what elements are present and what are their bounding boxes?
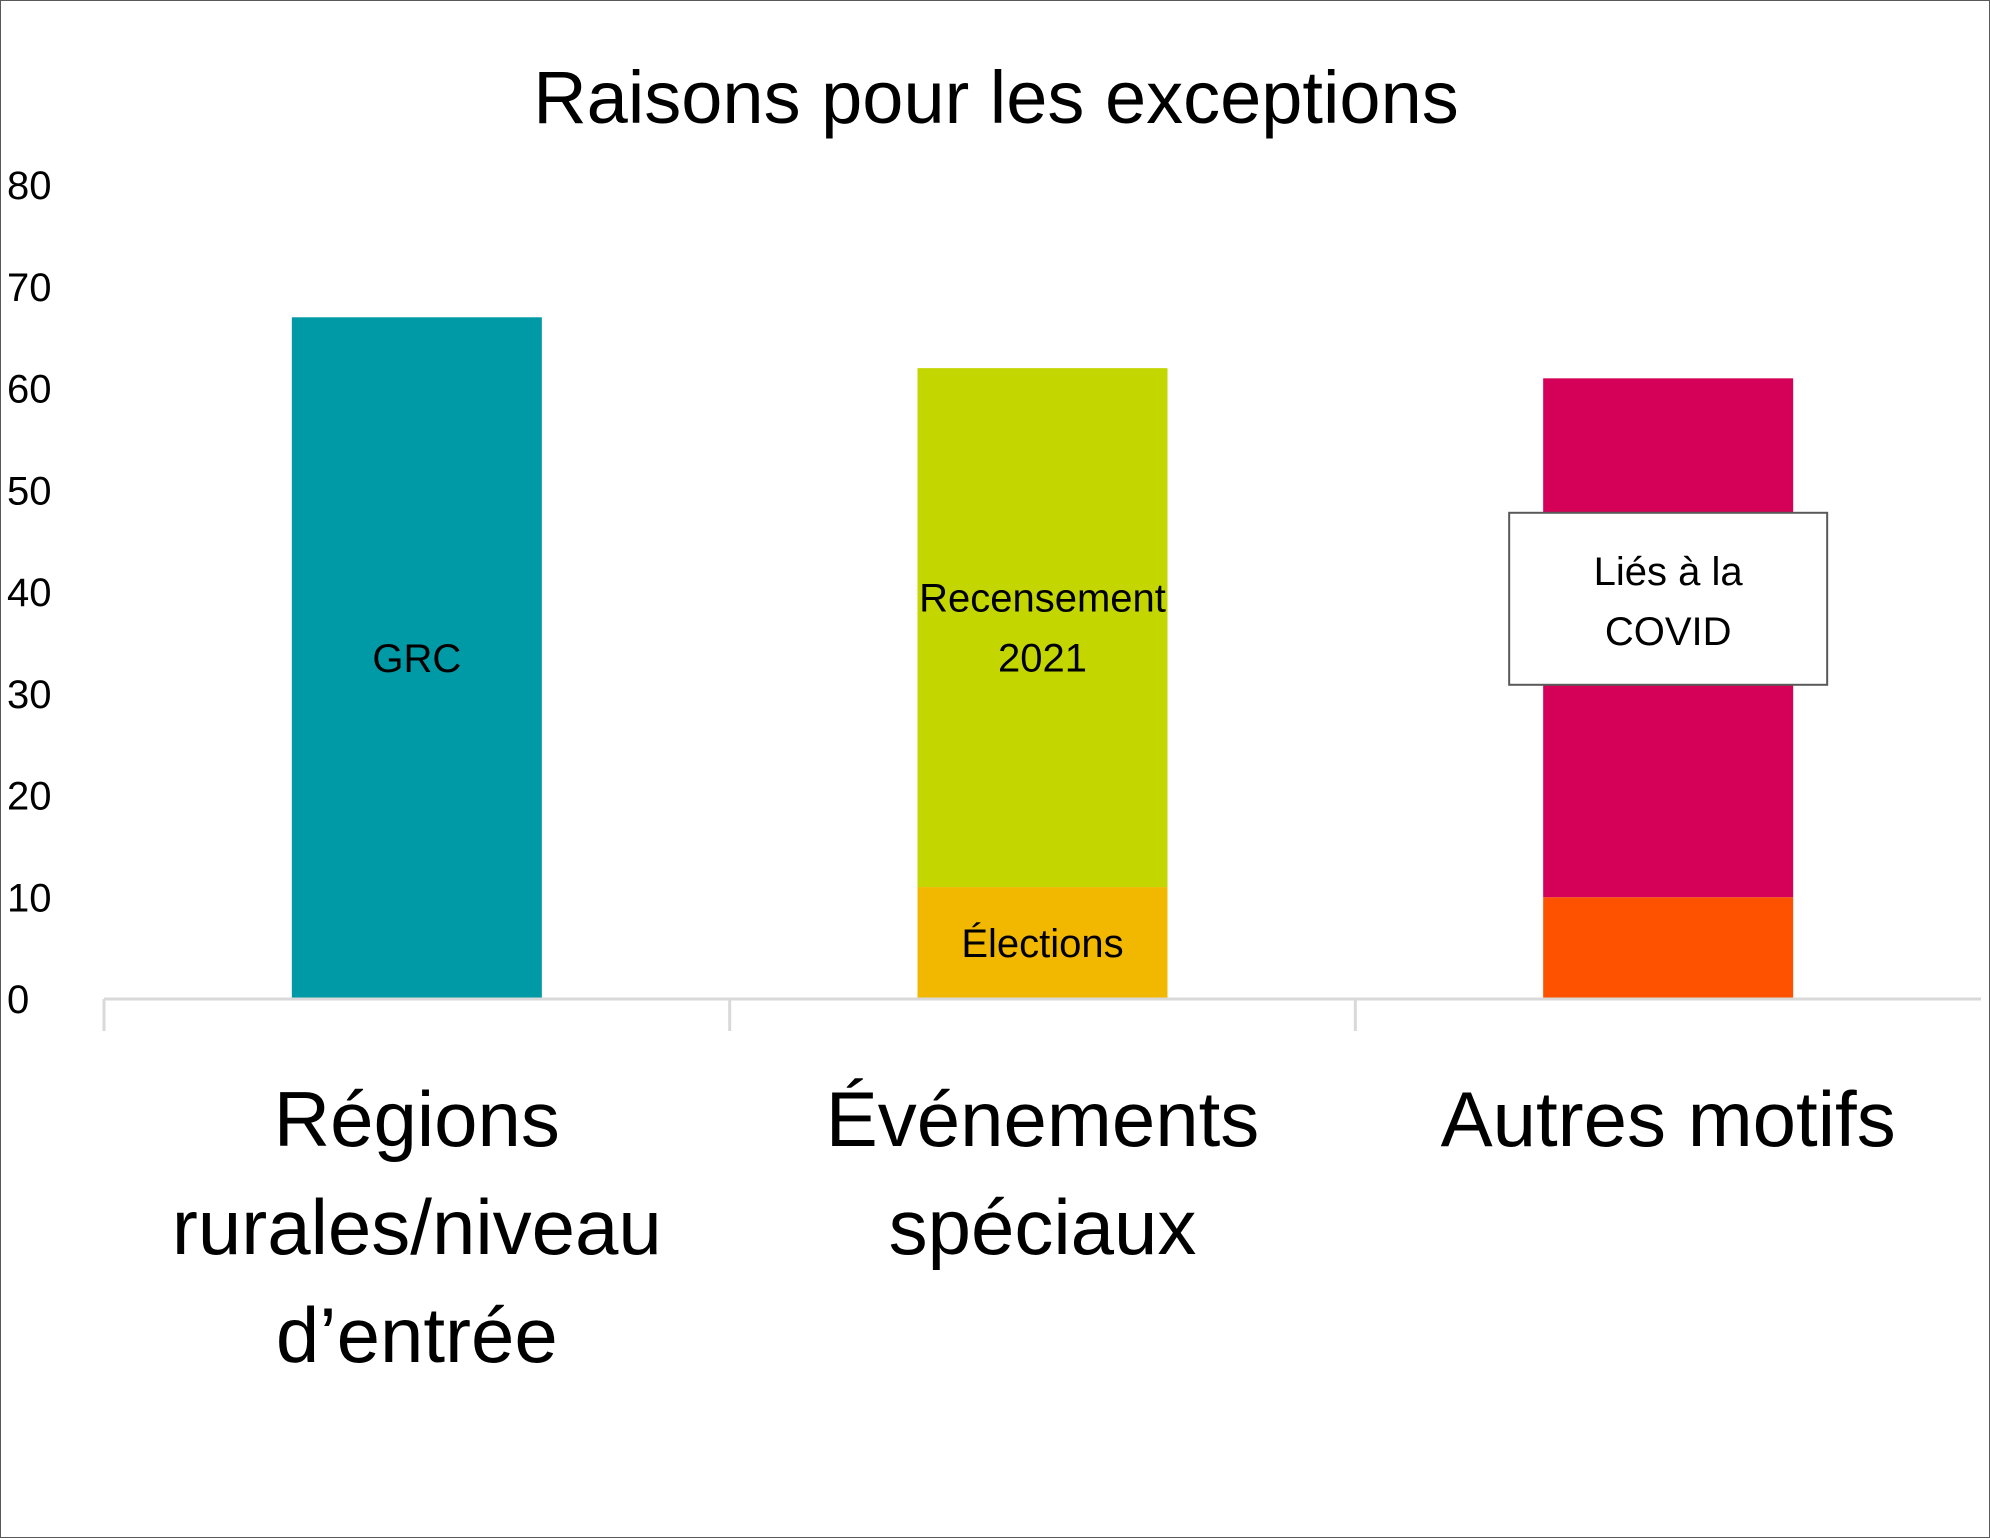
y-tick-label: 20 (7, 775, 52, 819)
data-label: COVID (1605, 610, 1732, 654)
data-label: Élections (961, 921, 1123, 966)
category-label: spéciaux (889, 1183, 1197, 1271)
bar-segment (291, 317, 542, 999)
data-label: 2021 (998, 637, 1087, 681)
chart-title: Raisons pour les exceptions (533, 56, 1459, 139)
bar-stack: Liés à la COVID (1508, 378, 1829, 999)
data-label: Liés à la (1594, 550, 1744, 594)
category-label: Autres motifs (1441, 1075, 1896, 1163)
data-label-box (1508, 511, 1829, 686)
y-axis: 0 10 20 30 40 50 60 70 80 (7, 164, 52, 1022)
y-tick-label: 70 (7, 266, 52, 310)
bar-segment (1543, 897, 1794, 999)
y-tick-label: 60 (7, 368, 52, 412)
x-axis (102, 997, 1981, 1031)
bar-segment (917, 887, 1168, 999)
category-label: Régions (274, 1075, 560, 1163)
category-label: rurales/niveau (172, 1183, 662, 1271)
data-label: GRC (372, 637, 461, 681)
bar-segment (917, 368, 1168, 888)
data-label: Recensement (919, 577, 1166, 621)
category-label: Événements (826, 1075, 1260, 1163)
y-tick-label: 50 (7, 469, 52, 513)
y-tick-label: 30 (7, 673, 52, 717)
category-label: d’entrée (276, 1291, 558, 1379)
x-axis-labels: Régions rurales/niveau d’entrée Événements s… (172, 1075, 1896, 1379)
y-tick-label: 80 (7, 164, 52, 208)
y-tick-label: 40 (7, 571, 52, 615)
bar-stack: GRC (291, 317, 542, 999)
bar-stack: Élections Recensement 2021 (917, 368, 1168, 999)
y-tick-label: 0 (7, 978, 29, 1022)
plot-area: GRC Élections Recensement 2021 Liés à la COVI… (291, 317, 1829, 999)
y-tick-label: 10 (7, 876, 52, 920)
